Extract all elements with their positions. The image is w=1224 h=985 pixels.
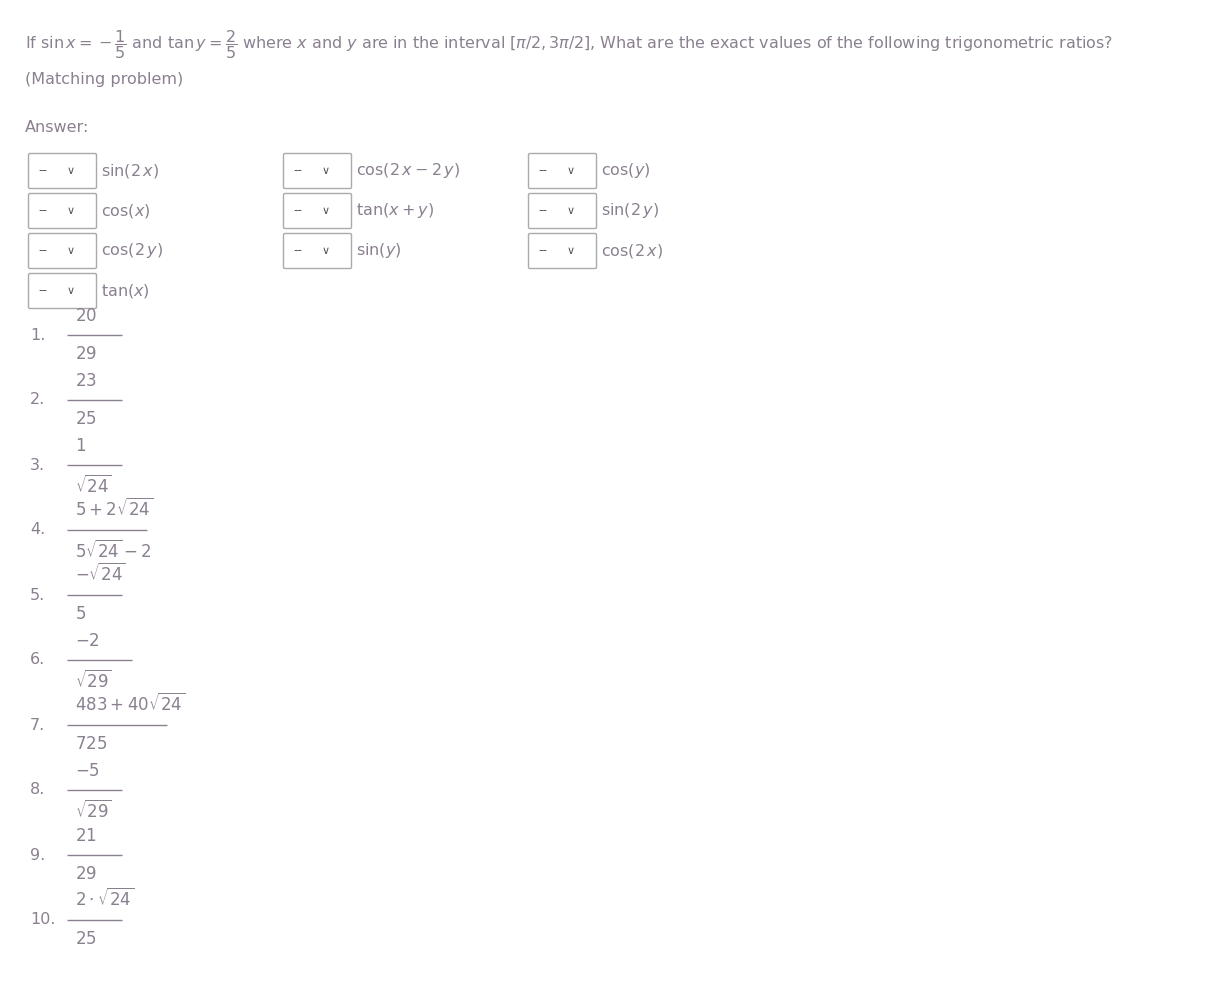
Text: If $\sin x = -\dfrac{1}{5}$ and $\tan y = \dfrac{2}{5}$ where $x$ and $y$ are in: If $\sin x = -\dfrac{1}{5}$ and $\tan y … [24, 28, 1113, 61]
Text: $\sin(2\,x)$: $\sin(2\,x)$ [102, 162, 159, 180]
FancyBboxPatch shape [529, 154, 596, 188]
Text: ∨: ∨ [67, 206, 75, 216]
Text: $\sqrt{29}$: $\sqrt{29}$ [75, 670, 111, 692]
Text: --: -- [293, 164, 302, 177]
Text: ∨: ∨ [67, 166, 75, 176]
Text: ∨: ∨ [322, 206, 330, 216]
Text: ∨: ∨ [567, 166, 575, 176]
Text: --: -- [539, 164, 547, 177]
Text: $-5$: $-5$ [75, 762, 100, 780]
Text: $\cos(2\,y)$: $\cos(2\,y)$ [102, 241, 163, 260]
Text: 8.: 8. [31, 782, 45, 798]
Text: $\sin(2\,y)$: $\sin(2\,y)$ [601, 202, 660, 221]
Text: 7.: 7. [31, 717, 45, 733]
FancyBboxPatch shape [28, 154, 97, 188]
FancyBboxPatch shape [28, 274, 97, 308]
FancyBboxPatch shape [529, 233, 596, 269]
Text: $5+2\sqrt{24}$: $5+2\sqrt{24}$ [75, 497, 153, 520]
Text: 2.: 2. [31, 392, 45, 408]
Text: $29$: $29$ [75, 865, 97, 883]
Text: 6.: 6. [31, 652, 45, 668]
Text: $\cos(x)$: $\cos(x)$ [102, 202, 151, 220]
Text: ∨: ∨ [567, 206, 575, 216]
Text: $20$: $20$ [75, 307, 97, 325]
Text: $25$: $25$ [75, 930, 97, 948]
Text: $5$: $5$ [75, 605, 86, 623]
Text: $29$: $29$ [75, 345, 97, 363]
Text: --: -- [539, 244, 547, 257]
Text: --: -- [38, 285, 47, 297]
Text: $1$: $1$ [75, 437, 86, 455]
Text: $\tan(x + y)$: $\tan(x + y)$ [356, 202, 435, 221]
Text: $\sin(y)$: $\sin(y)$ [356, 241, 401, 260]
Text: (Matching problem): (Matching problem) [24, 72, 184, 87]
Text: $-2$: $-2$ [75, 632, 100, 650]
Text: $\tan(x)$: $\tan(x)$ [102, 282, 149, 300]
FancyBboxPatch shape [284, 154, 351, 188]
Text: 9.: 9. [31, 847, 45, 863]
FancyBboxPatch shape [529, 193, 596, 229]
Text: $\cos(2\,x)$: $\cos(2\,x)$ [601, 242, 663, 260]
FancyBboxPatch shape [284, 233, 351, 269]
Text: $\cos(2\,x - 2\,y)$: $\cos(2\,x - 2\,y)$ [356, 162, 460, 180]
Text: ∨: ∨ [322, 166, 330, 176]
Text: 1.: 1. [31, 327, 45, 343]
Text: $5\sqrt{24}-2$: $5\sqrt{24}-2$ [75, 540, 152, 562]
Text: 5.: 5. [31, 587, 45, 603]
Text: --: -- [539, 205, 547, 218]
Text: $725$: $725$ [75, 735, 108, 753]
Text: $25$: $25$ [75, 410, 97, 428]
Text: --: -- [293, 205, 302, 218]
Text: 3.: 3. [31, 457, 45, 473]
Text: $\sqrt{29}$: $\sqrt{29}$ [75, 800, 111, 822]
Text: ∨: ∨ [67, 286, 75, 296]
Text: $\cos(y)$: $\cos(y)$ [601, 162, 650, 180]
FancyBboxPatch shape [28, 193, 97, 229]
Text: $-\sqrt{24}$: $-\sqrt{24}$ [75, 562, 126, 585]
Text: --: -- [38, 164, 47, 177]
Text: $\sqrt{24}$: $\sqrt{24}$ [75, 475, 111, 497]
Text: ∨: ∨ [567, 246, 575, 256]
FancyBboxPatch shape [284, 193, 351, 229]
FancyBboxPatch shape [28, 233, 97, 269]
Text: 10.: 10. [31, 912, 55, 928]
Text: $2 \cdot \sqrt{24}$: $2 \cdot \sqrt{24}$ [75, 887, 135, 910]
Text: 4.: 4. [31, 522, 45, 538]
Text: $483+40\sqrt{24}$: $483+40\sqrt{24}$ [75, 692, 185, 715]
Text: ∨: ∨ [67, 246, 75, 256]
Text: $23$: $23$ [75, 372, 97, 390]
Text: --: -- [38, 244, 47, 257]
Text: Answer:: Answer: [24, 120, 89, 135]
Text: $21$: $21$ [75, 827, 97, 845]
Text: --: -- [38, 205, 47, 218]
Text: --: -- [293, 244, 302, 257]
Text: ∨: ∨ [322, 246, 330, 256]
